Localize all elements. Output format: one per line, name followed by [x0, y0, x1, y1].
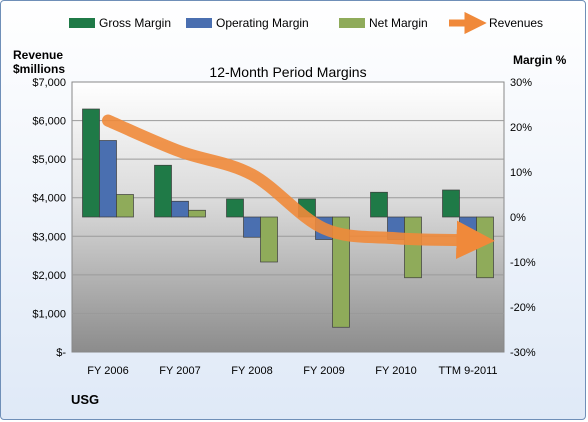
right-tick-label: 20%: [510, 122, 532, 134]
bar-net-margin: [260, 216, 278, 263]
legend-swatch-net-margin: [339, 18, 365, 28]
bar-net-margin: [116, 194, 134, 218]
chart-title: 12-Month Period Margins: [209, 64, 366, 80]
legend-item-net-margin: Net Margin: [339, 16, 428, 30]
x-tick-label: FY 2007: [159, 365, 200, 377]
bar-gross-margin: [82, 108, 100, 218]
legend-swatch-operating-margin: [186, 18, 212, 28]
left-tick-label: $4,000: [32, 193, 66, 205]
left-axis-label-line2: $millions: [13, 62, 65, 76]
bar-net-margin: [332, 216, 350, 328]
legend-item-gross-margin: Gross Margin: [69, 16, 171, 30]
left-tick-label: $1,000: [32, 308, 66, 320]
right-axis: -30% -20% -10% 0% 10% 20% 30%: [510, 77, 536, 359]
left-tick-label: $6,000: [32, 116, 66, 128]
left-tick-label: $-: [56, 347, 66, 359]
bar-gross-margin: [370, 191, 388, 218]
left-tick-label: $2,000: [32, 270, 66, 282]
bar-operating-margin: [99, 140, 117, 218]
legend-label-gross-margin: Gross Margin: [99, 16, 171, 30]
bar-gross-margin: [226, 198, 244, 218]
right-tick-label: 0%: [510, 212, 526, 224]
legend-item-operating-margin: Operating Margin: [186, 16, 309, 30]
left-axis: $- $1,000 $2,000 $3,000 $4,000 $5,000 $6,000 $7…: [32, 77, 66, 359]
right-axis-label: Margin %: [513, 53, 567, 67]
legend-label-operating-margin: Operating Margin: [216, 16, 309, 30]
plot-area: [71, 81, 505, 353]
grid-layer: [72, 120, 504, 314]
x-tick-label: FY 2006: [87, 365, 128, 377]
legend-item-revenues: Revenues: [449, 11, 543, 35]
bar-net-margin: [404, 216, 422, 279]
left-tick-label: $3,000: [32, 231, 66, 243]
right-tick-label: 10%: [510, 167, 532, 179]
bar-net-margin: [476, 216, 494, 279]
company-label: USG: [71, 392, 99, 407]
legend-label-revenues: Revenues: [489, 16, 543, 30]
left-axis-label-line1: Revenue: [13, 48, 63, 62]
right-tick-label: -20%: [510, 302, 536, 314]
bar-gross-margin: [442, 189, 460, 218]
x-axis: FY 2006 FY 2007 FY 2008 FY 2009 FY 2010 TTM 9…: [87, 365, 497, 377]
left-tick-label: $5,000: [32, 154, 66, 166]
bar-net-margin: [188, 209, 206, 218]
legend-label-net-margin: Net Margin: [369, 16, 428, 30]
right-tick-label: -10%: [510, 257, 536, 269]
legend-swatch-gross-margin: [69, 18, 95, 28]
line-layer: [102, 114, 495, 260]
bar-operating-margin: [171, 200, 189, 218]
right-tick-label: -30%: [510, 347, 536, 359]
left-tick-label: $7,000: [32, 77, 66, 89]
x-tick-label: FY 2008: [231, 365, 272, 377]
line-revenues: [102, 114, 495, 260]
legend: Gross Margin Operating Margin Net Margin…: [69, 11, 543, 35]
x-tick-label: FY 2010: [375, 365, 416, 377]
x-tick-label: FY 2009: [303, 365, 344, 377]
bar-gross-margin: [154, 164, 172, 218]
x-tick-label: TTM 9-2011: [438, 365, 497, 377]
bar-operating-margin: [243, 216, 261, 238]
right-tick-label: 30%: [510, 77, 532, 89]
